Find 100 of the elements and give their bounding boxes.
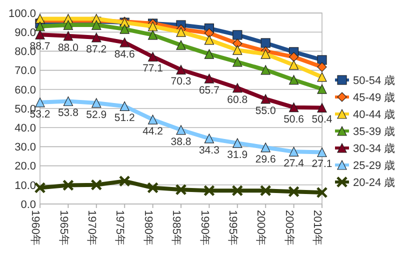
point [176,64,186,75]
point [34,182,46,194]
point [148,52,158,62]
y-tick-label: 30.0 [14,142,36,154]
point [148,114,158,124]
point [92,20,102,30]
y-tick-label: 70.0 [14,65,36,78]
point [260,184,272,196]
point [176,125,186,135]
point [63,20,73,30]
point [90,179,102,191]
point [289,102,299,112]
y-tick-label: 40.0 [14,122,36,134]
point [176,27,186,37]
legend-label: 35-39 歳 [353,124,396,138]
point [204,74,214,84]
legend-label: 45-49 歳 [353,90,396,104]
legend-label: 30-34 歳 [353,142,396,155]
point [148,22,158,32]
point [316,186,328,198]
data-label: 38.8 [170,136,192,148]
point [176,40,186,50]
point [62,180,74,192]
data-label: 88.0 [58,42,79,54]
y-tick-label: 100.0 [8,8,36,20]
point [260,49,270,59]
x-tick-label: 1990年 [198,210,210,246]
x-tick-label: 1975年 [114,210,126,246]
point [289,146,299,156]
point [260,65,270,75]
point [260,38,270,48]
x-tick-label: 1970年 [86,210,98,246]
y-tick-label: 60.0 [14,84,36,96]
y-tick-label: 10.0 [14,180,36,192]
point [204,35,214,45]
y-tick-label: 90.0 [14,26,36,39]
point [317,55,327,65]
data-label: 77.1 [142,62,164,75]
point [203,184,215,196]
point [260,142,270,152]
x-tick-label: 1980年 [142,210,154,246]
data-label: 87.2 [86,43,107,56]
point [317,72,327,82]
x-tick-label: 2010年 [311,210,324,246]
point [120,24,130,34]
legend-label: 40-44 歳 [353,108,396,121]
point [63,31,73,41]
point [232,83,242,93]
data-label: 31.9 [227,149,248,162]
point [120,101,130,112]
point [35,22,45,32]
data-label: 52.9 [86,108,107,121]
data-label: 27.4 [284,158,304,170]
point [63,96,73,106]
data-label: 50.4 [312,114,332,126]
data-label: 50.6 [284,113,304,126]
point [147,182,159,194]
point [120,38,130,48]
data-label: 70.3 [170,76,192,88]
legend-label: 20-24 歳 [353,176,396,189]
point [260,94,270,104]
point [148,30,158,40]
point [35,30,45,40]
point [232,30,242,40]
point [204,28,214,38]
point [317,147,327,158]
point [92,98,102,108]
data-label: 65.7 [198,84,220,97]
x-tick-label: 2005年 [282,210,295,246]
point [289,75,299,85]
point [232,184,244,196]
x-tick-label: 1985年 [170,210,182,246]
data-label: 27.1 [312,158,332,170]
data-label: 44.2 [142,126,164,138]
legend-label: 50-54 歳 [353,74,396,87]
point [204,134,214,144]
point [204,49,214,59]
point [288,186,300,198]
x-tick-label: 1995年 [226,210,239,246]
data-label: 84.6 [114,48,135,60]
x-tick-label: 1965年 [57,210,70,246]
point [289,60,299,70]
x-tick-label: 2000年 [254,210,267,246]
point [92,32,102,42]
y-tick-label: 20.0 [14,160,36,173]
x-tick-label: 1960年 [29,210,42,246]
legend-label: 25-29 歳 [353,158,396,172]
point [317,84,327,94]
data-label: 34.3 [198,144,220,156]
point [232,45,242,55]
data-label: 51.2 [114,112,135,124]
point [232,38,242,48]
point [232,57,242,67]
point [35,98,45,108]
point [289,52,299,62]
point [317,102,327,113]
data-label: 53.8 [58,107,79,120]
point [118,175,130,187]
point [317,62,327,72]
data-label: 29.6 [255,153,276,166]
